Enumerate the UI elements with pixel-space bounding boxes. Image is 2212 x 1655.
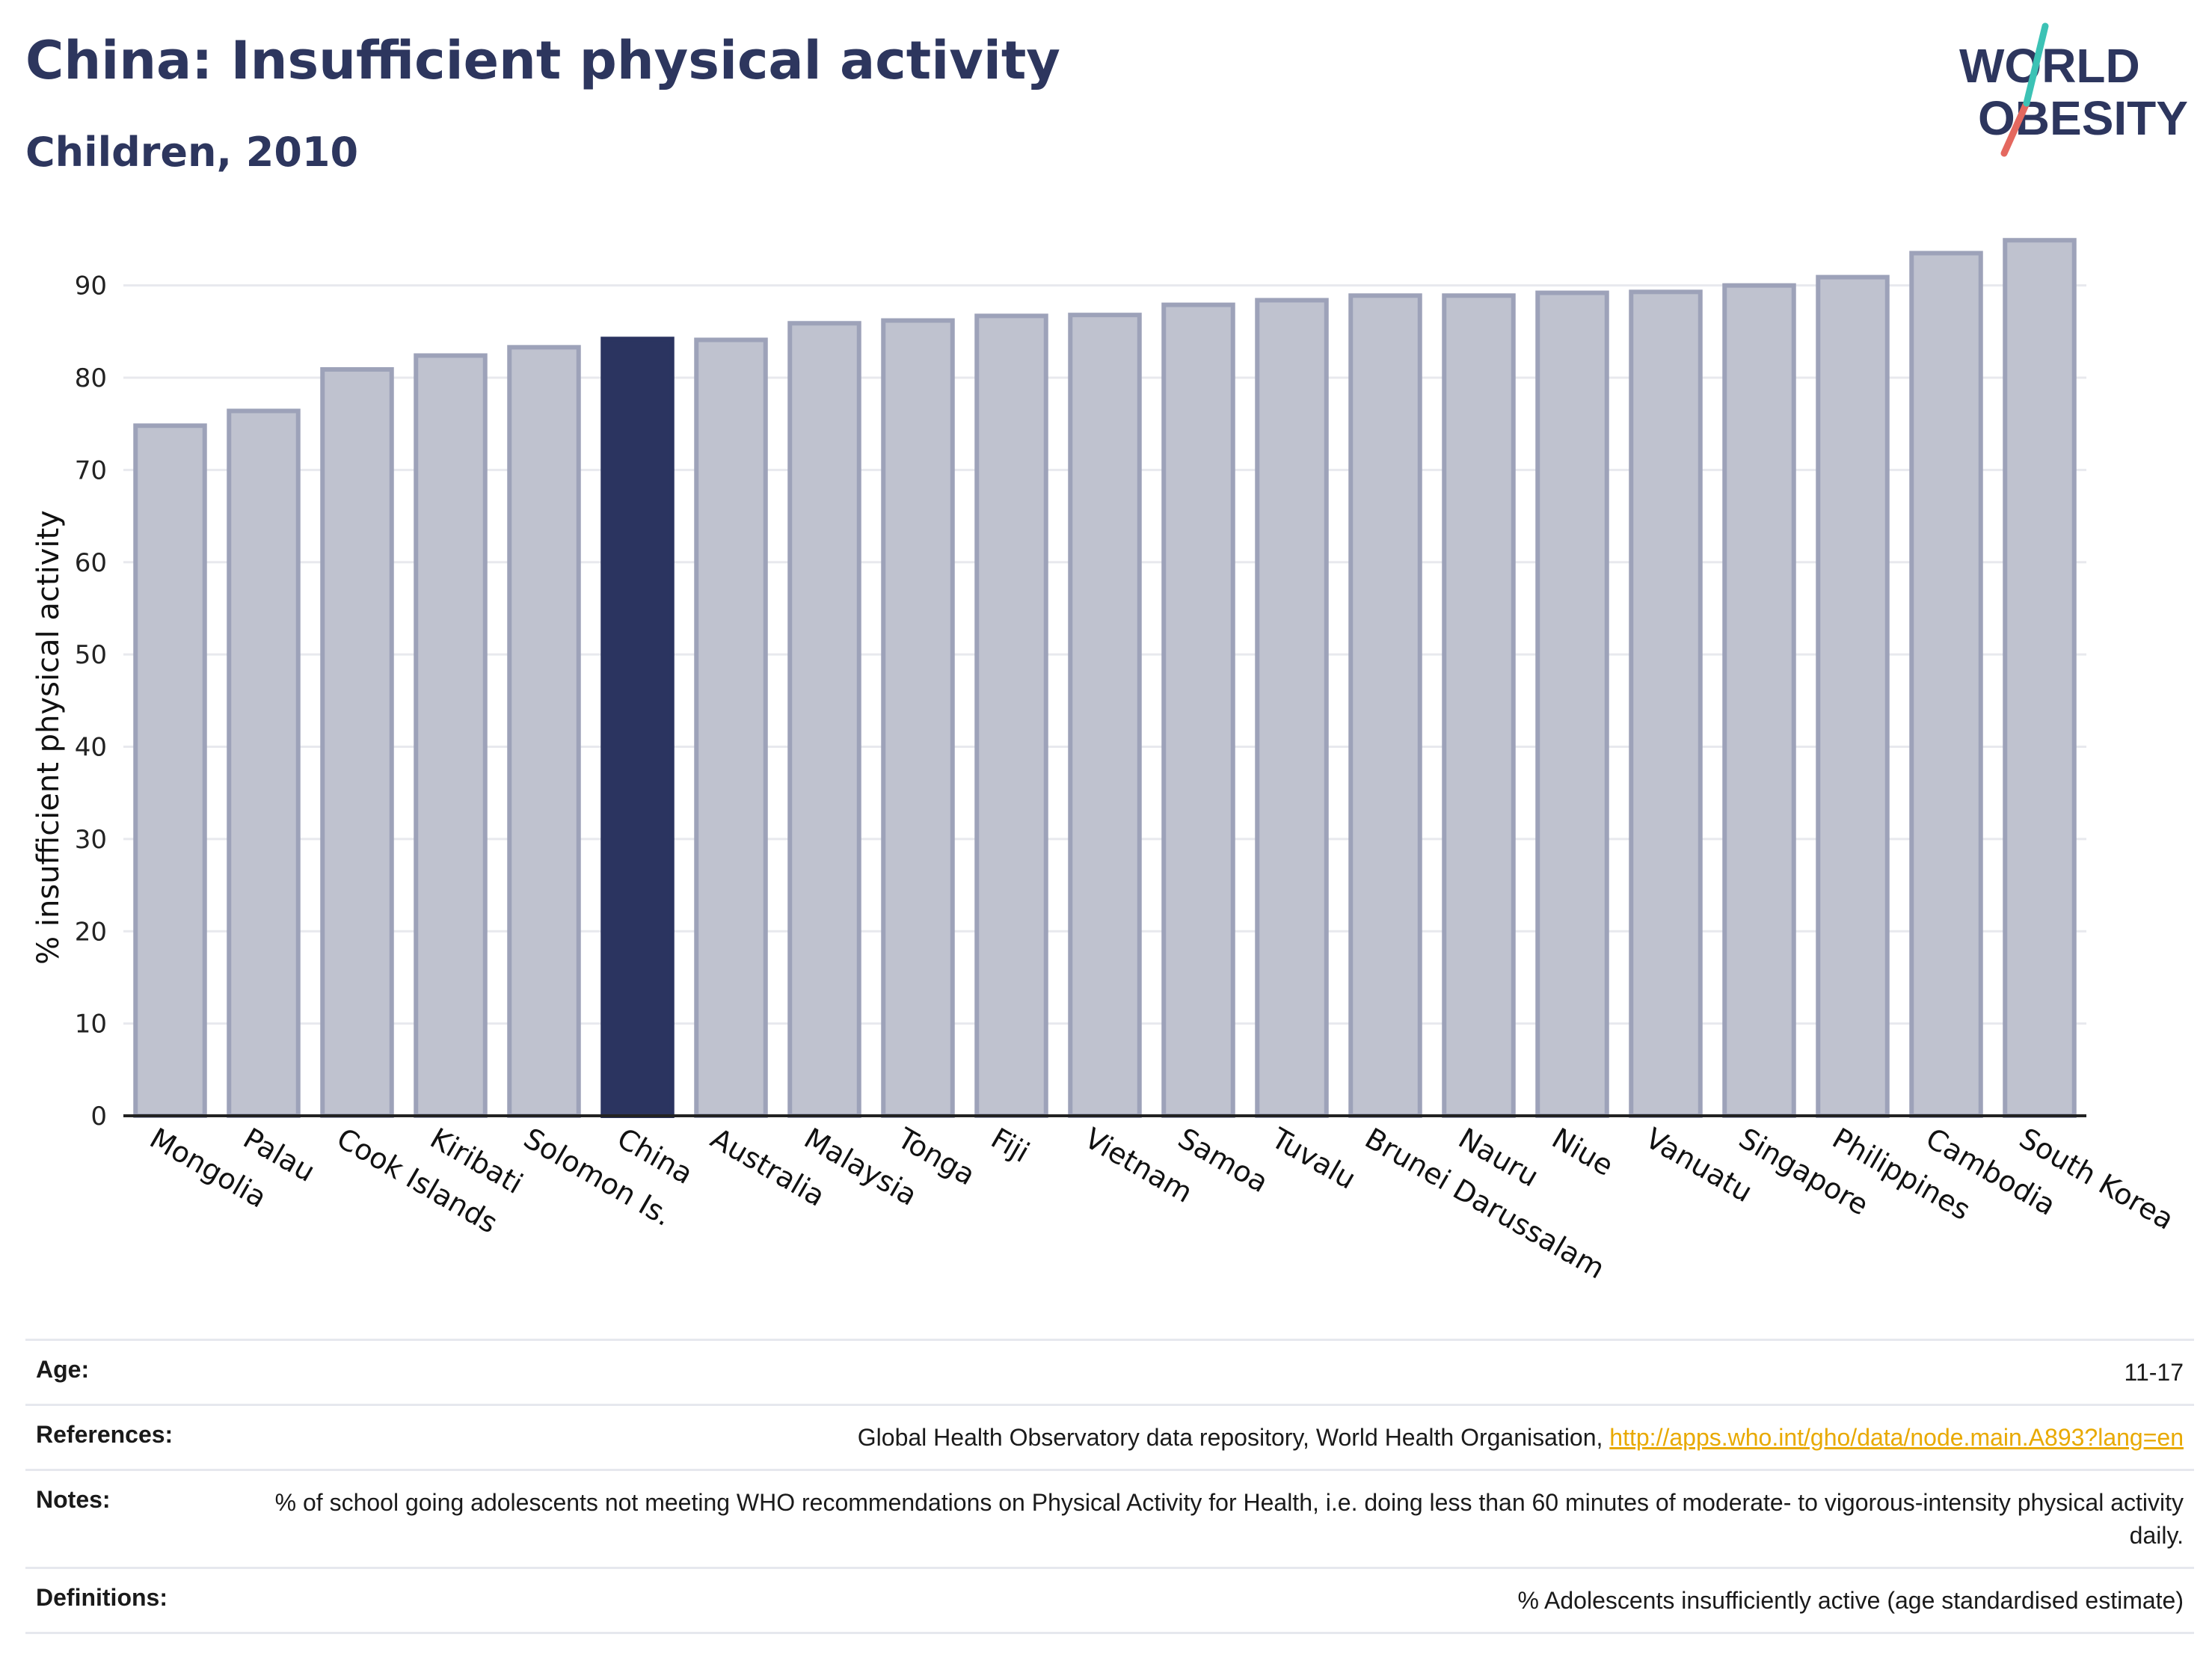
- y-tick-label: 70: [75, 455, 107, 485]
- y-tick-label: 40: [75, 733, 107, 763]
- info-value: Global Health Observatory data repositor…: [211, 1405, 2194, 1470]
- y-axis-ticks: 0 10 20 30 40 50 60 70 80 90: [75, 271, 107, 1132]
- bar-australia: [694, 337, 768, 1119]
- bar-solomon-is: [507, 345, 581, 1118]
- bar-tuvalu: [1255, 298, 1329, 1118]
- bar-cook-islands: [320, 366, 394, 1118]
- bar-south-korea: [2003, 238, 2077, 1119]
- bar-tonga: [881, 318, 955, 1118]
- y-tick-label: 80: [75, 363, 107, 393]
- bar-fiji: [974, 313, 1048, 1119]
- bar-philippines: [1816, 274, 1890, 1118]
- logo-text-world: WORLD: [1959, 39, 2140, 93]
- bar-vanuatu: [1629, 289, 1703, 1119]
- y-tick-label: 90: [75, 271, 107, 301]
- world-obesity-logo: WORLD OBESITY: [1959, 22, 2188, 157]
- y-tick-label: 0: [90, 1102, 107, 1132]
- bar-brunei-darussalam: [1348, 293, 1422, 1118]
- logo-slash-teal: [2023, 22, 2049, 107]
- bar-malaysia: [787, 321, 861, 1118]
- info-row-age: Age: 11-17: [25, 1339, 2194, 1405]
- bar-mongolia: [133, 423, 207, 1118]
- bar-nauru: [1442, 293, 1516, 1118]
- logo-slash-red: [2000, 99, 2030, 157]
- y-tick-label: 60: [75, 548, 107, 578]
- x-tick-label: Cook Islands: [331, 1122, 503, 1240]
- bar-kiribati: [414, 353, 488, 1118]
- y-tick-label: 20: [75, 917, 107, 947]
- x-tick-label: Fiji: [986, 1122, 1035, 1169]
- bar-niue: [1535, 290, 1609, 1118]
- info-row-notes: Notes: % of school going adolescents not…: [25, 1470, 2194, 1568]
- bar-palau: [227, 408, 301, 1118]
- bars: [133, 238, 2077, 1119]
- bar-vietnam: [1068, 313, 1142, 1118]
- bar-cambodia: [1909, 251, 1983, 1118]
- chart-title: China: Insufficient physical activity: [25, 30, 1060, 91]
- info-key: Definitions:: [36, 1584, 168, 1611]
- info-table: Age: 11-17 References: Global Health Obs…: [25, 1339, 2194, 1634]
- x-tick-label: Vanuatu: [1640, 1122, 1758, 1209]
- x-tick-label: Vietnam: [1079, 1122, 1198, 1209]
- x-tick-label: Niue: [1546, 1122, 1619, 1182]
- info-key: Age:: [36, 1356, 90, 1383]
- info-key: Notes:: [36, 1486, 111, 1513]
- y-tick-label: 30: [75, 825, 107, 855]
- reference-text: Global Health Observatory data repositor…: [857, 1424, 1610, 1451]
- info-key: References:: [36, 1421, 173, 1448]
- info-row-definitions: Definitions: % Adolescents insufficientl…: [25, 1568, 2194, 1633]
- bar-singapore: [1722, 283, 1796, 1118]
- x-tick-label: South Korea: [2014, 1122, 2179, 1236]
- y-axis-label: % insufficient physical activity: [31, 510, 66, 965]
- reference-link[interactable]: http://apps.who.int/gho/data/node.main.A…: [1609, 1424, 2184, 1451]
- info-value: 11-17: [2124, 1359, 2184, 1386]
- info-row-references: References: Global Health Observatory da…: [25, 1404, 2194, 1470]
- info-value: % of school going adolescents not meetin…: [274, 1489, 2184, 1549]
- chart-subtitle: Children, 2010: [25, 129, 359, 176]
- info-value: % Adolescents insufficiently active (age…: [1517, 1587, 2184, 1614]
- y-tick-label: 10: [75, 1010, 107, 1040]
- bar-china: [600, 337, 675, 1118]
- y-tick-label: 50: [75, 640, 107, 670]
- bar-samoa: [1161, 302, 1235, 1119]
- x-tick-label: Tuvalu: [1265, 1121, 1361, 1196]
